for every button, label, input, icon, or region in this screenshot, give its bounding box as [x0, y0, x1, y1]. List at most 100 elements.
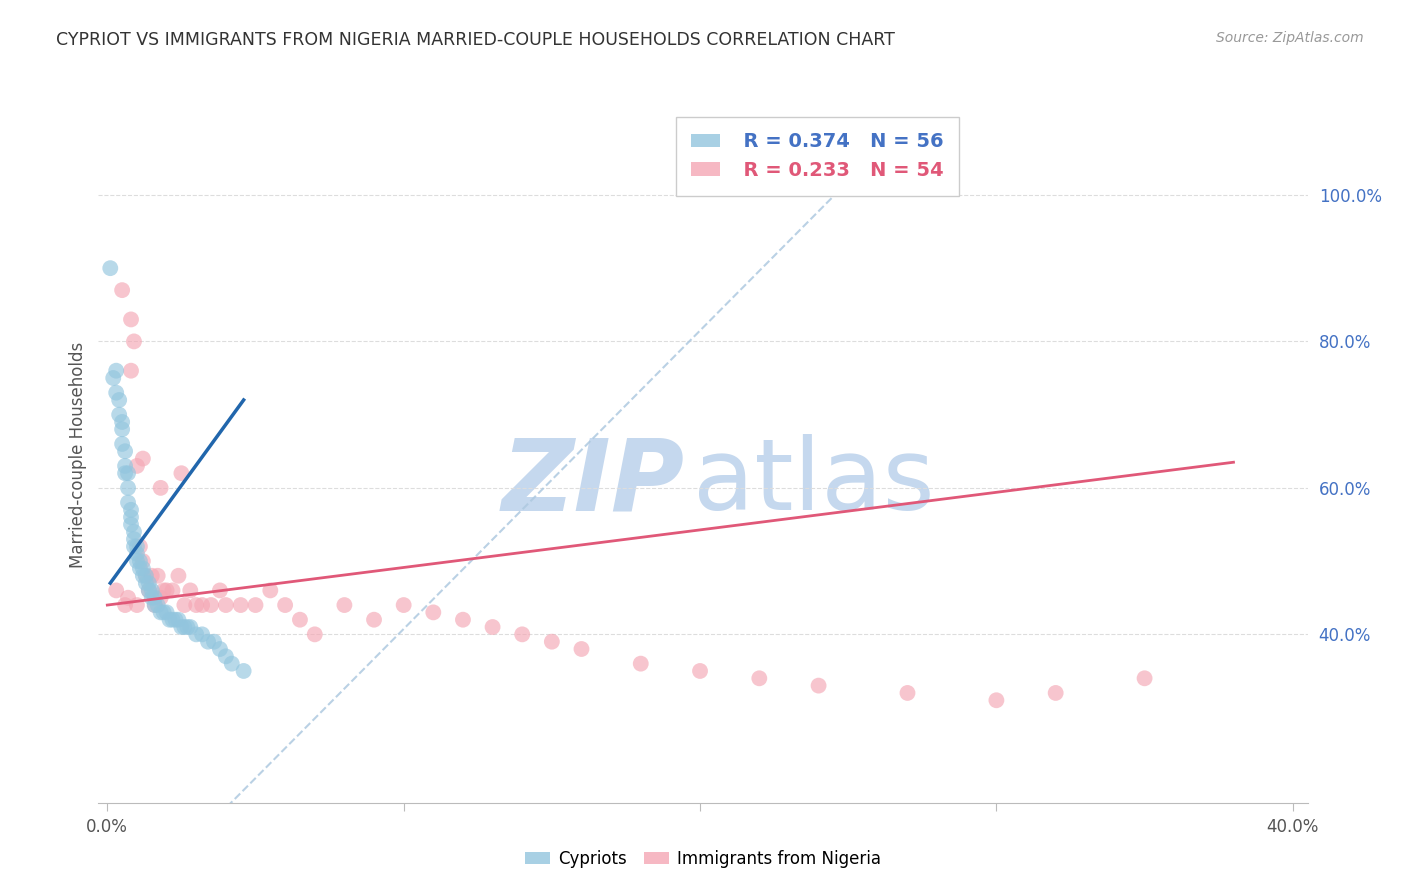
Point	[186, 598, 208, 612]
Point	[125, 458, 148, 473]
Point	[197, 634, 219, 648]
Point	[540, 634, 562, 648]
Point	[896, 686, 918, 700]
Point	[132, 568, 155, 582]
Point	[159, 613, 181, 627]
Point	[173, 598, 195, 612]
Point	[141, 591, 163, 605]
Point	[274, 598, 297, 612]
Point	[114, 458, 136, 473]
Point	[132, 561, 155, 575]
Point	[129, 554, 152, 568]
Point	[143, 598, 166, 612]
Point	[1133, 671, 1156, 685]
Point	[105, 583, 128, 598]
Point	[179, 620, 201, 634]
Point	[120, 364, 142, 378]
Point	[149, 591, 172, 605]
Point	[208, 583, 231, 598]
Point	[202, 634, 225, 648]
Point	[138, 583, 160, 598]
Point	[117, 481, 139, 495]
Point	[630, 657, 652, 671]
Legend: Cypriots, Immigrants from Nigeria: Cypriots, Immigrants from Nigeria	[519, 844, 887, 875]
Point	[229, 598, 252, 612]
Point	[117, 467, 139, 481]
Point	[149, 606, 172, 620]
Point	[132, 554, 155, 568]
Point	[135, 576, 157, 591]
Point	[221, 657, 243, 671]
Point	[114, 444, 136, 458]
Point	[176, 620, 198, 634]
Point	[103, 371, 125, 385]
Point	[186, 627, 208, 641]
Point	[141, 583, 163, 598]
Point	[571, 642, 593, 657]
Point	[138, 583, 160, 598]
Point	[125, 554, 148, 568]
Point	[208, 642, 231, 657]
Point	[146, 598, 169, 612]
Point	[98, 261, 121, 276]
Point	[149, 481, 172, 495]
Point	[215, 649, 238, 664]
Point	[111, 283, 134, 297]
Point	[481, 620, 503, 634]
Point	[748, 671, 770, 685]
Point	[807, 679, 830, 693]
Point	[152, 606, 174, 620]
Point	[215, 598, 238, 612]
Point	[170, 620, 193, 634]
Point	[105, 364, 128, 378]
Point	[108, 408, 131, 422]
Point	[146, 568, 169, 582]
Point	[232, 664, 254, 678]
Point	[122, 334, 145, 349]
Point	[986, 693, 1008, 707]
Point	[392, 598, 415, 612]
Point	[117, 495, 139, 509]
Point	[179, 583, 201, 598]
Point	[200, 598, 222, 612]
Point	[117, 591, 139, 605]
Point	[114, 598, 136, 612]
Point	[125, 547, 148, 561]
Point	[155, 583, 177, 598]
Point	[129, 561, 152, 575]
Point	[162, 583, 184, 598]
Point	[245, 598, 267, 612]
Point	[167, 568, 190, 582]
Point	[167, 613, 190, 627]
Point	[191, 598, 214, 612]
Point	[138, 576, 160, 591]
Text: atlas: atlas	[693, 434, 935, 532]
Point	[108, 392, 131, 407]
Point	[451, 613, 474, 627]
Point	[333, 598, 356, 612]
Point	[155, 606, 177, 620]
Point	[173, 620, 195, 634]
Point	[143, 591, 166, 605]
Point	[120, 510, 142, 524]
Point	[125, 540, 148, 554]
Point	[422, 606, 444, 620]
Point	[363, 613, 385, 627]
Point	[510, 627, 533, 641]
Text: Source: ZipAtlas.com: Source: ZipAtlas.com	[1216, 31, 1364, 45]
Point	[132, 451, 155, 466]
Point	[165, 613, 187, 627]
Point	[114, 467, 136, 481]
Legend:   R = 0.374   N = 56,   R = 0.233   N = 54: R = 0.374 N = 56, R = 0.233 N = 54	[676, 117, 959, 195]
Point	[120, 517, 142, 532]
Point	[141, 568, 163, 582]
Point	[1045, 686, 1067, 700]
Point	[689, 664, 711, 678]
Point	[111, 415, 134, 429]
Point	[135, 568, 157, 582]
Point	[259, 583, 281, 598]
Point	[152, 583, 174, 598]
Point	[125, 598, 148, 612]
Point	[191, 627, 214, 641]
Point	[111, 437, 134, 451]
